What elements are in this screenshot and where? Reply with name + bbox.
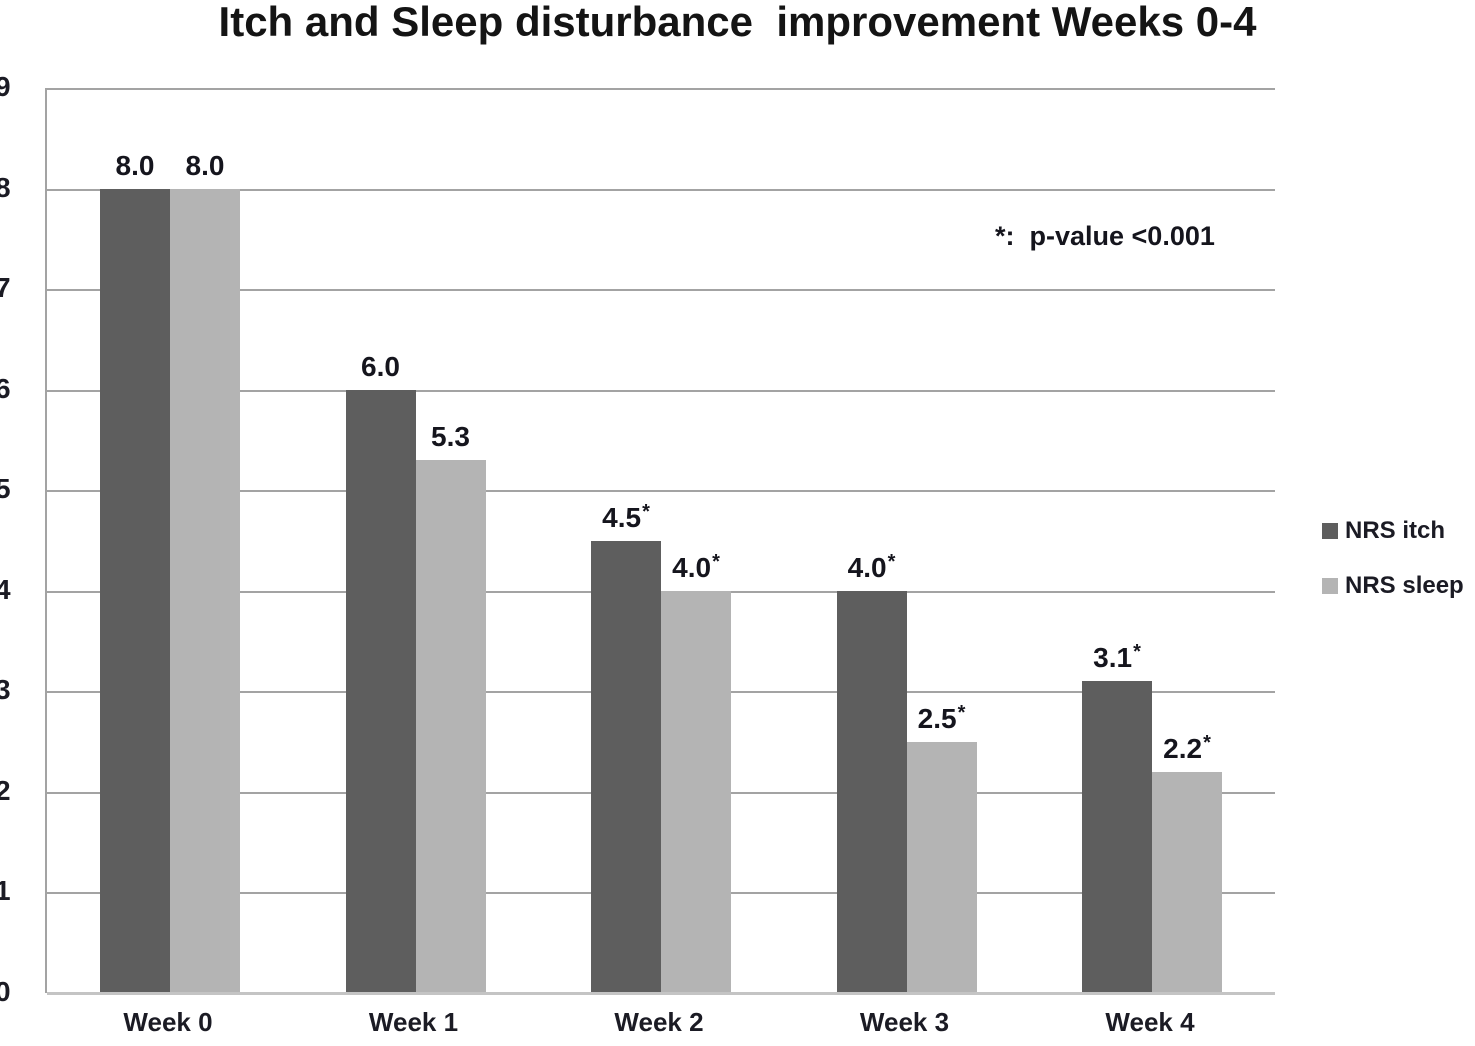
plot-area: 8.0 8.0 6.0 5.3 4.5* 4.0* 4.0* 2.5* 3.1* 2.2* xyxy=(45,88,1275,995)
significance-asterisk: * xyxy=(1203,731,1211,754)
value-label-nrs-sleep-week-2: 4.0* xyxy=(672,550,720,583)
bar-nrs-itch-week-4 xyxy=(1082,681,1152,993)
x-tick-label-week-4: Week 4 xyxy=(1105,1007,1195,1037)
legend-label-nrs-sleep: NRS sleep xyxy=(1345,572,1464,599)
y-tick-label-1: 1 xyxy=(0,875,11,907)
significance-asterisk: * xyxy=(1133,641,1141,664)
bar-nrs-sleep-week-3 xyxy=(906,741,977,993)
value-label-nrs-sleep-week-1: 5.3 xyxy=(431,421,470,453)
value-label-nrs-itch-week-0: 8.0 xyxy=(115,149,155,181)
significance-asterisk: * xyxy=(712,550,720,573)
value-label-nrs-itch-week-1: 6.0 xyxy=(361,350,400,382)
p-value-annotation: *: p-value <0.001 xyxy=(995,221,1215,251)
legend-label-nrs-itch: NRS itch xyxy=(1345,517,1446,544)
y-tick-label-8: 8 xyxy=(0,171,11,203)
bar-nrs-itch-week-3 xyxy=(836,590,907,993)
legend: NRS itch NRS sleep xyxy=(1322,517,1464,627)
value-label-nrs-itch-week-4: 3.1* xyxy=(1093,641,1141,674)
gridline-y-8 xyxy=(47,188,1275,191)
y-tick-label-3: 3 xyxy=(0,674,11,706)
legend-swatch-nrs-sleep xyxy=(1322,578,1338,594)
bar-nrs-sleep-week-4 xyxy=(1152,771,1222,993)
value-label-nrs-itch-week-2: 4.5* xyxy=(602,500,650,533)
chart-title: Itch and Sleep disturbance improvement W… xyxy=(218,0,1257,45)
x-tick-label-week-2: Week 2 xyxy=(614,1007,704,1037)
y-tick-label-6: 6 xyxy=(0,372,11,404)
y-tick-label-4: 4 xyxy=(0,573,11,605)
significance-asterisk: * xyxy=(957,701,966,724)
x-axis-line xyxy=(47,992,1275,995)
y-tick-label-2: 2 xyxy=(0,774,11,806)
bar-nrs-sleep-week-2 xyxy=(661,590,731,993)
bar-nrs-sleep-week-1 xyxy=(415,460,486,993)
value-label-nrs-sleep-week-0: 8.0 xyxy=(185,149,225,181)
significance-asterisk: * xyxy=(642,500,650,523)
gridline-y-9 xyxy=(47,88,1275,90)
bar-nrs-itch-week-0 xyxy=(100,188,170,993)
legend-item-nrs-sleep: NRS sleep xyxy=(1322,572,1464,600)
bar-nrs-sleep-week-0 xyxy=(170,188,240,993)
y-tick-label-7: 7 xyxy=(0,272,11,304)
x-tick-label-week-3: Week 3 xyxy=(859,1007,950,1037)
gridline-y-6 xyxy=(47,389,1275,392)
x-tick-label-week-1: Week 1 xyxy=(368,1007,459,1037)
legend-item-nrs-itch: NRS itch xyxy=(1322,517,1464,545)
bar-nrs-itch-week-1 xyxy=(345,389,416,993)
value-label-nrs-sleep-week-4: 2.2* xyxy=(1163,731,1211,764)
y-tick-label-0: 0 xyxy=(0,976,11,1007)
x-tick-label-week-0: Week 0 xyxy=(123,1007,213,1037)
value-label-nrs-sleep-week-3: 2.5* xyxy=(917,701,966,734)
y-tick-label-9: 9 xyxy=(0,71,11,102)
legend-swatch-nrs-itch xyxy=(1322,523,1338,539)
gridline-y-5 xyxy=(47,490,1275,493)
significance-asterisk: * xyxy=(887,550,896,573)
y-tick-label-5: 5 xyxy=(0,473,11,505)
gridline-y-7 xyxy=(47,289,1275,292)
bar-nrs-itch-week-2 xyxy=(591,540,661,993)
value-label-nrs-itch-week-3: 4.0* xyxy=(847,550,896,583)
